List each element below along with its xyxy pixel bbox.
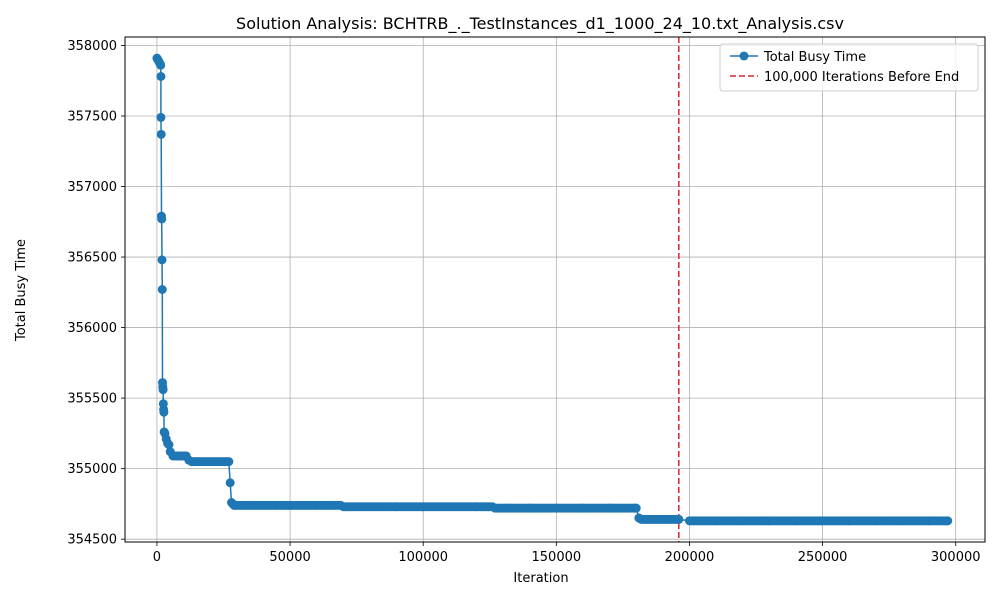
x-tick-label: 0 (153, 550, 161, 565)
data-point (225, 478, 235, 488)
grid (125, 37, 985, 542)
data-point (157, 214, 167, 224)
series-layer (152, 53, 953, 526)
data-point (156, 71, 166, 81)
y-tick-label: 358000 (67, 39, 117, 54)
plot-area-frame (124, 36, 986, 543)
data-point (224, 457, 234, 467)
x-axis-label: Iteration (513, 571, 568, 586)
y-tick-label: 355500 (67, 392, 117, 407)
y-axis: 354500 355000 355500 356000 356500 357000 3575… (67, 39, 125, 548)
data-point (674, 514, 684, 524)
x-tick-label: 250000 (798, 550, 848, 565)
legend-reference-label: 100,000 Iterations Before End (764, 70, 959, 85)
data-point (156, 60, 166, 70)
y-tick-label: 357500 (67, 109, 117, 124)
legend-series-label: Total Busy Time (763, 50, 866, 65)
series-markers (152, 53, 953, 526)
data-point (631, 503, 641, 513)
x-tick-label: 150000 (532, 550, 582, 565)
data-point (157, 285, 167, 294)
y-tick-label: 354500 (67, 533, 117, 548)
x-tick-label: 300000 (931, 550, 981, 565)
y-tick-label: 357000 (67, 180, 117, 195)
y-tick-label: 356500 (67, 251, 117, 266)
x-tick-label: 50000 (269, 550, 310, 565)
data-point (159, 407, 169, 417)
data-point (164, 440, 174, 450)
x-axis: 0 50000 100000 150000 200000 250000 300000 (153, 542, 981, 565)
y-tick-label: 356000 (67, 321, 117, 336)
legend-series-marker (739, 51, 749, 61)
y-tick-label: 355000 (67, 462, 117, 477)
data-point (156, 129, 166, 139)
data-point (157, 255, 167, 265)
data-point (943, 516, 953, 526)
legend: Total Busy Time 100,000 Iterations Befor… (719, 43, 979, 92)
legend-box (719, 43, 979, 92)
chart-title: Solution Analysis: BCHTRB_._TestInstance… (236, 14, 844, 34)
data-point (156, 112, 166, 122)
y-axis-label: Total Busy Time (14, 239, 29, 342)
x-tick-label: 100000 (398, 550, 448, 565)
data-point (158, 385, 168, 395)
x-tick-label: 200000 (665, 550, 715, 565)
